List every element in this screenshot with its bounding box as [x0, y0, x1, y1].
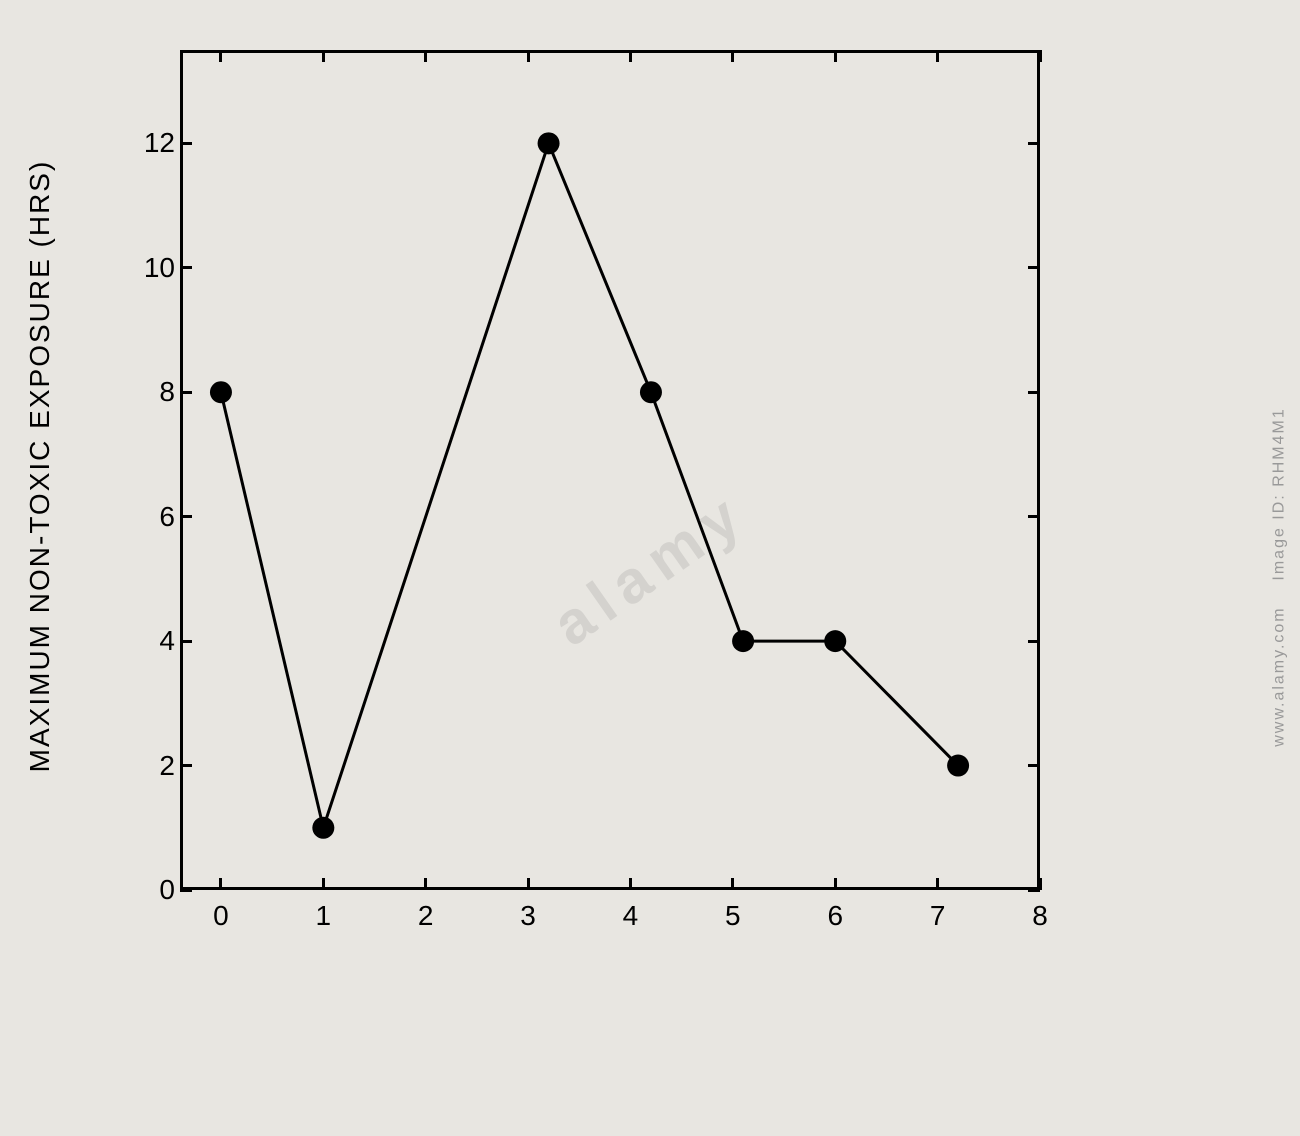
x-tick-label: 4	[623, 900, 639, 932]
y-tick-label: 8	[159, 376, 175, 408]
chart-line	[221, 143, 958, 827]
x-tick-label: 5	[725, 900, 741, 932]
y-tick-label: 0	[159, 874, 175, 906]
data-point	[732, 630, 754, 652]
y-tick-label: 6	[159, 501, 175, 533]
x-tick-label: 1	[316, 900, 332, 932]
data-point	[640, 381, 662, 403]
x-tick-label: 2	[418, 900, 434, 932]
data-point	[312, 817, 334, 839]
data-point	[210, 381, 232, 403]
watermark-image-id: www.alamy.com Image ID: RHM4M1	[1271, 407, 1289, 747]
chart-container: MAXIMUM NON-TOXIC EXPOSURE (HRS) 0246810…	[50, 30, 1050, 950]
x-tick-label: 7	[930, 900, 946, 932]
y-tick-label: 12	[144, 127, 175, 159]
y-axis-label: MAXIMUM NON-TOXIC EXPOSURE (HRS)	[24, 160, 56, 773]
x-tick-label: 3	[520, 900, 536, 932]
x-tick-label: 6	[827, 900, 843, 932]
y-tick-label: 4	[159, 625, 175, 657]
x-tick-label: 0	[213, 900, 229, 932]
data-point	[538, 132, 560, 154]
chart-svg	[180, 50, 1040, 890]
data-point	[947, 755, 969, 777]
x-tick-label: 8	[1032, 900, 1048, 932]
y-tick-label: 2	[159, 750, 175, 782]
data-point	[824, 630, 846, 652]
y-tick-label: 10	[144, 252, 175, 284]
